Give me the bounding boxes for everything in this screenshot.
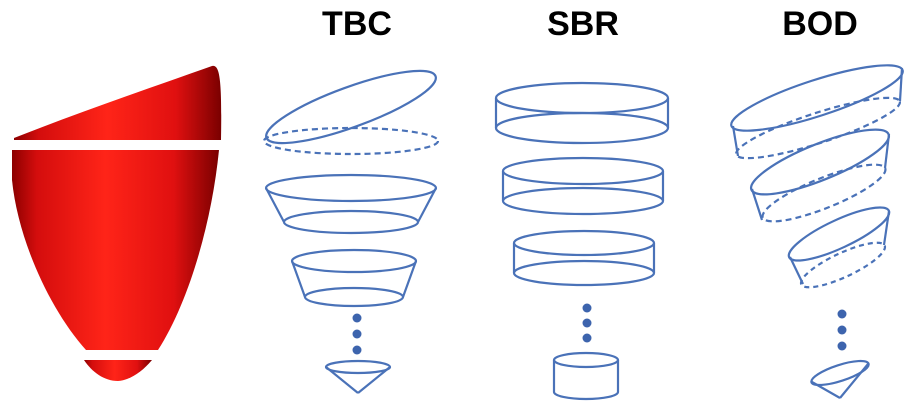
- ventricle-body-segment: [12, 150, 219, 350]
- tbc-apex-right-edge: [357, 366, 391, 394]
- bod-slice-3-right-edge: [882, 210, 891, 246]
- tbc-slice-2: [264, 173, 438, 235]
- bod-slice-3-top: [787, 206, 891, 262]
- bod-slice-1-dashed-bottom: [734, 96, 902, 160]
- sbr-apex-top: [552, 351, 620, 369]
- ventricle-model: [8, 65, 226, 381]
- bod-apex-right-edge: [839, 363, 869, 399]
- tbc-slice-1-dashed-base: [262, 126, 440, 156]
- sbr-diagram: [494, 81, 670, 401]
- bod-slice-1: [730, 64, 904, 160]
- bod-diagram: [730, 64, 904, 399]
- sbr-slice-2: [501, 156, 665, 216]
- bod-ellipsis-dots: [837, 309, 847, 351]
- sbr-apex-cylinder: [552, 351, 620, 401]
- bod-slice-2-top: [749, 128, 891, 196]
- bod-slice-3: [787, 206, 891, 289]
- sbr-slice-3: [512, 229, 656, 287]
- tbc-slice-2-left-edge: [265, 187, 285, 223]
- tbc-apex-top: [324, 359, 392, 375]
- tbc-apex-cone: [324, 359, 392, 394]
- bod-title: BOD: [782, 5, 858, 43]
- ventricle-top-segment: [14, 65, 222, 140]
- sbr-slice-2-top: [501, 156, 665, 186]
- sbr-ellipsis-dots: [582, 303, 592, 343]
- sbr-slice-3-top: [512, 229, 656, 257]
- ventricle-apex-segment: [84, 360, 152, 381]
- tbc-slice-3-top: [290, 248, 418, 274]
- tbc-diagram: [262, 69, 440, 394]
- bod-slice-2: [749, 128, 891, 223]
- bod-slice-2-right-edge: [883, 133, 891, 169]
- tbc-slice-2-right-edge: [417, 187, 437, 223]
- sbr-slice-3-bottom: [512, 259, 656, 287]
- bod-apex-left-edge: [811, 381, 841, 399]
- tbc-slice-3: [290, 248, 418, 308]
- bod-apex-cone: [810, 359, 870, 399]
- bod-slice-2-left-edge: [750, 188, 764, 221]
- tbc-ellipsis-dots: [352, 313, 362, 355]
- tbc-apex-left-edge: [325, 366, 359, 394]
- bod-slice-1-left-edge: [731, 125, 740, 157]
- bod-slice-2-dashed-bottom: [761, 163, 887, 223]
- bod-slice-1-right-edge: [898, 67, 904, 102]
- tbc-slice-3-right-edge: [401, 260, 418, 298]
- sbr-apex-bottom: [552, 391, 620, 401]
- tbc-slice-2-bottom: [282, 209, 420, 235]
- sbr-slice-1-bottom: [494, 111, 670, 145]
- bod-slice-3-left-edge: [789, 256, 804, 285]
- sbr-title: SBR: [547, 5, 619, 43]
- bod-slice-3-dashed-bottom: [799, 241, 887, 289]
- tbc-slice-1-tilted-top: [265, 69, 437, 145]
- sbr-slice-1-top: [494, 81, 670, 115]
- bod-apex-top: [810, 359, 870, 387]
- sbr-slice-2-bottom: [501, 186, 665, 216]
- sbr-slice-1: [494, 81, 670, 145]
- tbc-slice-3-left-edge: [290, 260, 307, 298]
- tbc-slice-1: [262, 69, 440, 156]
- tbc-slice-2-top: [264, 173, 438, 203]
- tbc-title: TBC: [322, 5, 392, 43]
- tbc-slice-3-bottom: [303, 286, 405, 308]
